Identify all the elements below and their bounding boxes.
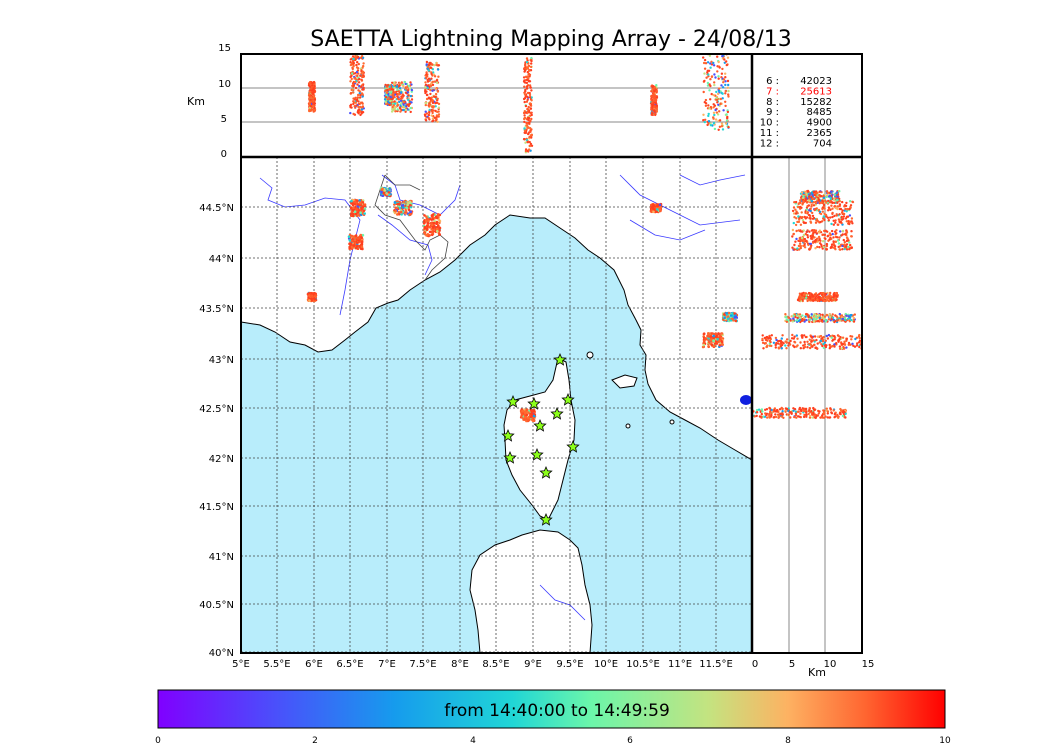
count-row-value: 42023 bbox=[800, 76, 832, 87]
lat-label: 41°N bbox=[209, 552, 234, 563]
count-row-label: 9 : bbox=[766, 107, 779, 118]
station-star-icon bbox=[550, 406, 564, 420]
lat-label: 40.5°N bbox=[199, 600, 234, 611]
count-row-value: 8485 bbox=[807, 107, 832, 118]
count-table: 6 : 42023 7 : 25613 8 : 15282 9 : 8485 10 : 4900 1… bbox=[752, 54, 862, 157]
station-star-icon bbox=[527, 396, 541, 410]
altitude-tick-10: 10 bbox=[218, 79, 231, 90]
longitude-labels: 5°E 5.5°E 6°E 6.5°E 7°E 7.5°E 8°E 8.5°E 9°E 9.5°E… bbox=[232, 659, 733, 670]
count-row-label: 8 : bbox=[766, 97, 779, 108]
side-axis-label: Km bbox=[808, 666, 826, 679]
station-star-icon bbox=[530, 447, 544, 461]
station-star-icon bbox=[503, 450, 517, 464]
station-star-icon bbox=[501, 428, 515, 442]
lon-label: 10.5°E bbox=[626, 659, 660, 670]
mainland-coast bbox=[241, 157, 752, 461]
count-row-value: 704 bbox=[813, 138, 832, 149]
side-tick-10: 10 bbox=[824, 659, 837, 670]
map-lightning-sources bbox=[306, 186, 739, 423]
count-row-label: 11 : bbox=[760, 128, 779, 139]
colorbar-tick-4: 4 bbox=[470, 736, 476, 746]
lon-label: 11°E bbox=[668, 659, 692, 670]
altitude-tick-15: 15 bbox=[218, 43, 231, 54]
lma-stations bbox=[501, 352, 580, 526]
colorbar-tick-2: 2 bbox=[312, 736, 318, 746]
colorbar-tick-0: 0 bbox=[155, 736, 161, 746]
altitude-tick-0: 0 bbox=[221, 149, 227, 160]
lon-label: 5°E bbox=[232, 659, 250, 670]
count-row-label: 12 : bbox=[760, 138, 779, 149]
lon-label: 9°E bbox=[524, 659, 542, 670]
lon-label: 7°E bbox=[378, 659, 396, 670]
count-row-label: 7 : bbox=[766, 86, 779, 97]
lat-label: 42.5°N bbox=[199, 404, 234, 415]
colorbar-label: from 14:40:00 to 14:49:59 bbox=[444, 701, 670, 721]
side-lightning-sources bbox=[752, 189, 862, 420]
station-star-icon bbox=[506, 394, 520, 408]
lat-label: 44°N bbox=[209, 254, 234, 265]
blue-cluster bbox=[740, 395, 752, 405]
side-panel: 0 5 10 15 Km bbox=[752, 157, 875, 679]
side-tick-5: 5 bbox=[789, 659, 795, 670]
elba-island bbox=[611, 374, 638, 389]
count-row-label: 6 : bbox=[766, 76, 779, 87]
station-star-icon bbox=[566, 439, 580, 453]
altitude-panel: Km 15 10 5 0 bbox=[187, 43, 752, 160]
station-star-icon bbox=[553, 352, 567, 366]
map-grid bbox=[241, 157, 752, 653]
side-tick-0: 0 bbox=[752, 659, 758, 670]
count-row-value: 15282 bbox=[800, 97, 832, 108]
figure-title: SAETTA Lightning Mapping Array - 24/08/1… bbox=[310, 27, 791, 52]
lon-label: 9.5°E bbox=[556, 659, 583, 670]
station-star-icon bbox=[539, 465, 553, 479]
panel-frames bbox=[240, 53, 863, 654]
count-row-value: 4900 bbox=[807, 118, 832, 129]
lat-label: 43°N bbox=[209, 355, 234, 366]
lat-label: 44.5°N bbox=[199, 203, 234, 214]
colorbar-tick-6: 6 bbox=[627, 736, 633, 746]
station-star-icon bbox=[533, 418, 547, 432]
lat-label: 42°N bbox=[209, 454, 234, 465]
map-panel bbox=[241, 157, 752, 653]
lon-label: 6°E bbox=[305, 659, 323, 670]
latitude-labels: 44.5°N 44°N 43.5°N 43°N 42.5°N 42°N 41.5°N 41°N… bbox=[199, 203, 234, 659]
sardinia-coast bbox=[469, 529, 593, 653]
lon-label: 10°E bbox=[594, 659, 618, 670]
lon-label: 8.5°E bbox=[482, 659, 509, 670]
corsica-coast bbox=[503, 357, 576, 521]
lat-label: 41.5°N bbox=[199, 502, 234, 513]
colorbar: from 14:40:00 to 14:49:59 0 2 4 6 8 10 bbox=[155, 689, 951, 746]
lon-label: 5.5°E bbox=[263, 659, 290, 670]
lon-label: 6.5°E bbox=[336, 659, 363, 670]
altitude-lightning-sources bbox=[307, 54, 730, 154]
lon-label: 11.5°E bbox=[699, 659, 733, 670]
lat-label: 43.5°N bbox=[199, 304, 234, 315]
station-star-icon bbox=[539, 512, 553, 526]
colorbar-tick-10: 10 bbox=[939, 736, 951, 746]
station-star-icon bbox=[561, 392, 575, 406]
altitude-tick-5: 5 bbox=[221, 114, 227, 125]
lat-label: 40°N bbox=[209, 648, 234, 659]
count-row-label: 10 : bbox=[760, 118, 779, 129]
count-row-value: 2365 bbox=[807, 128, 832, 139]
side-tick-15: 15 bbox=[862, 659, 875, 670]
colorbar-tick-8: 8 bbox=[785, 736, 791, 746]
lon-label: 7.5°E bbox=[409, 659, 436, 670]
altitude-axis-label: Km bbox=[187, 95, 205, 108]
count-row-value: 25613 bbox=[800, 86, 832, 97]
lon-label: 8°E bbox=[451, 659, 469, 670]
